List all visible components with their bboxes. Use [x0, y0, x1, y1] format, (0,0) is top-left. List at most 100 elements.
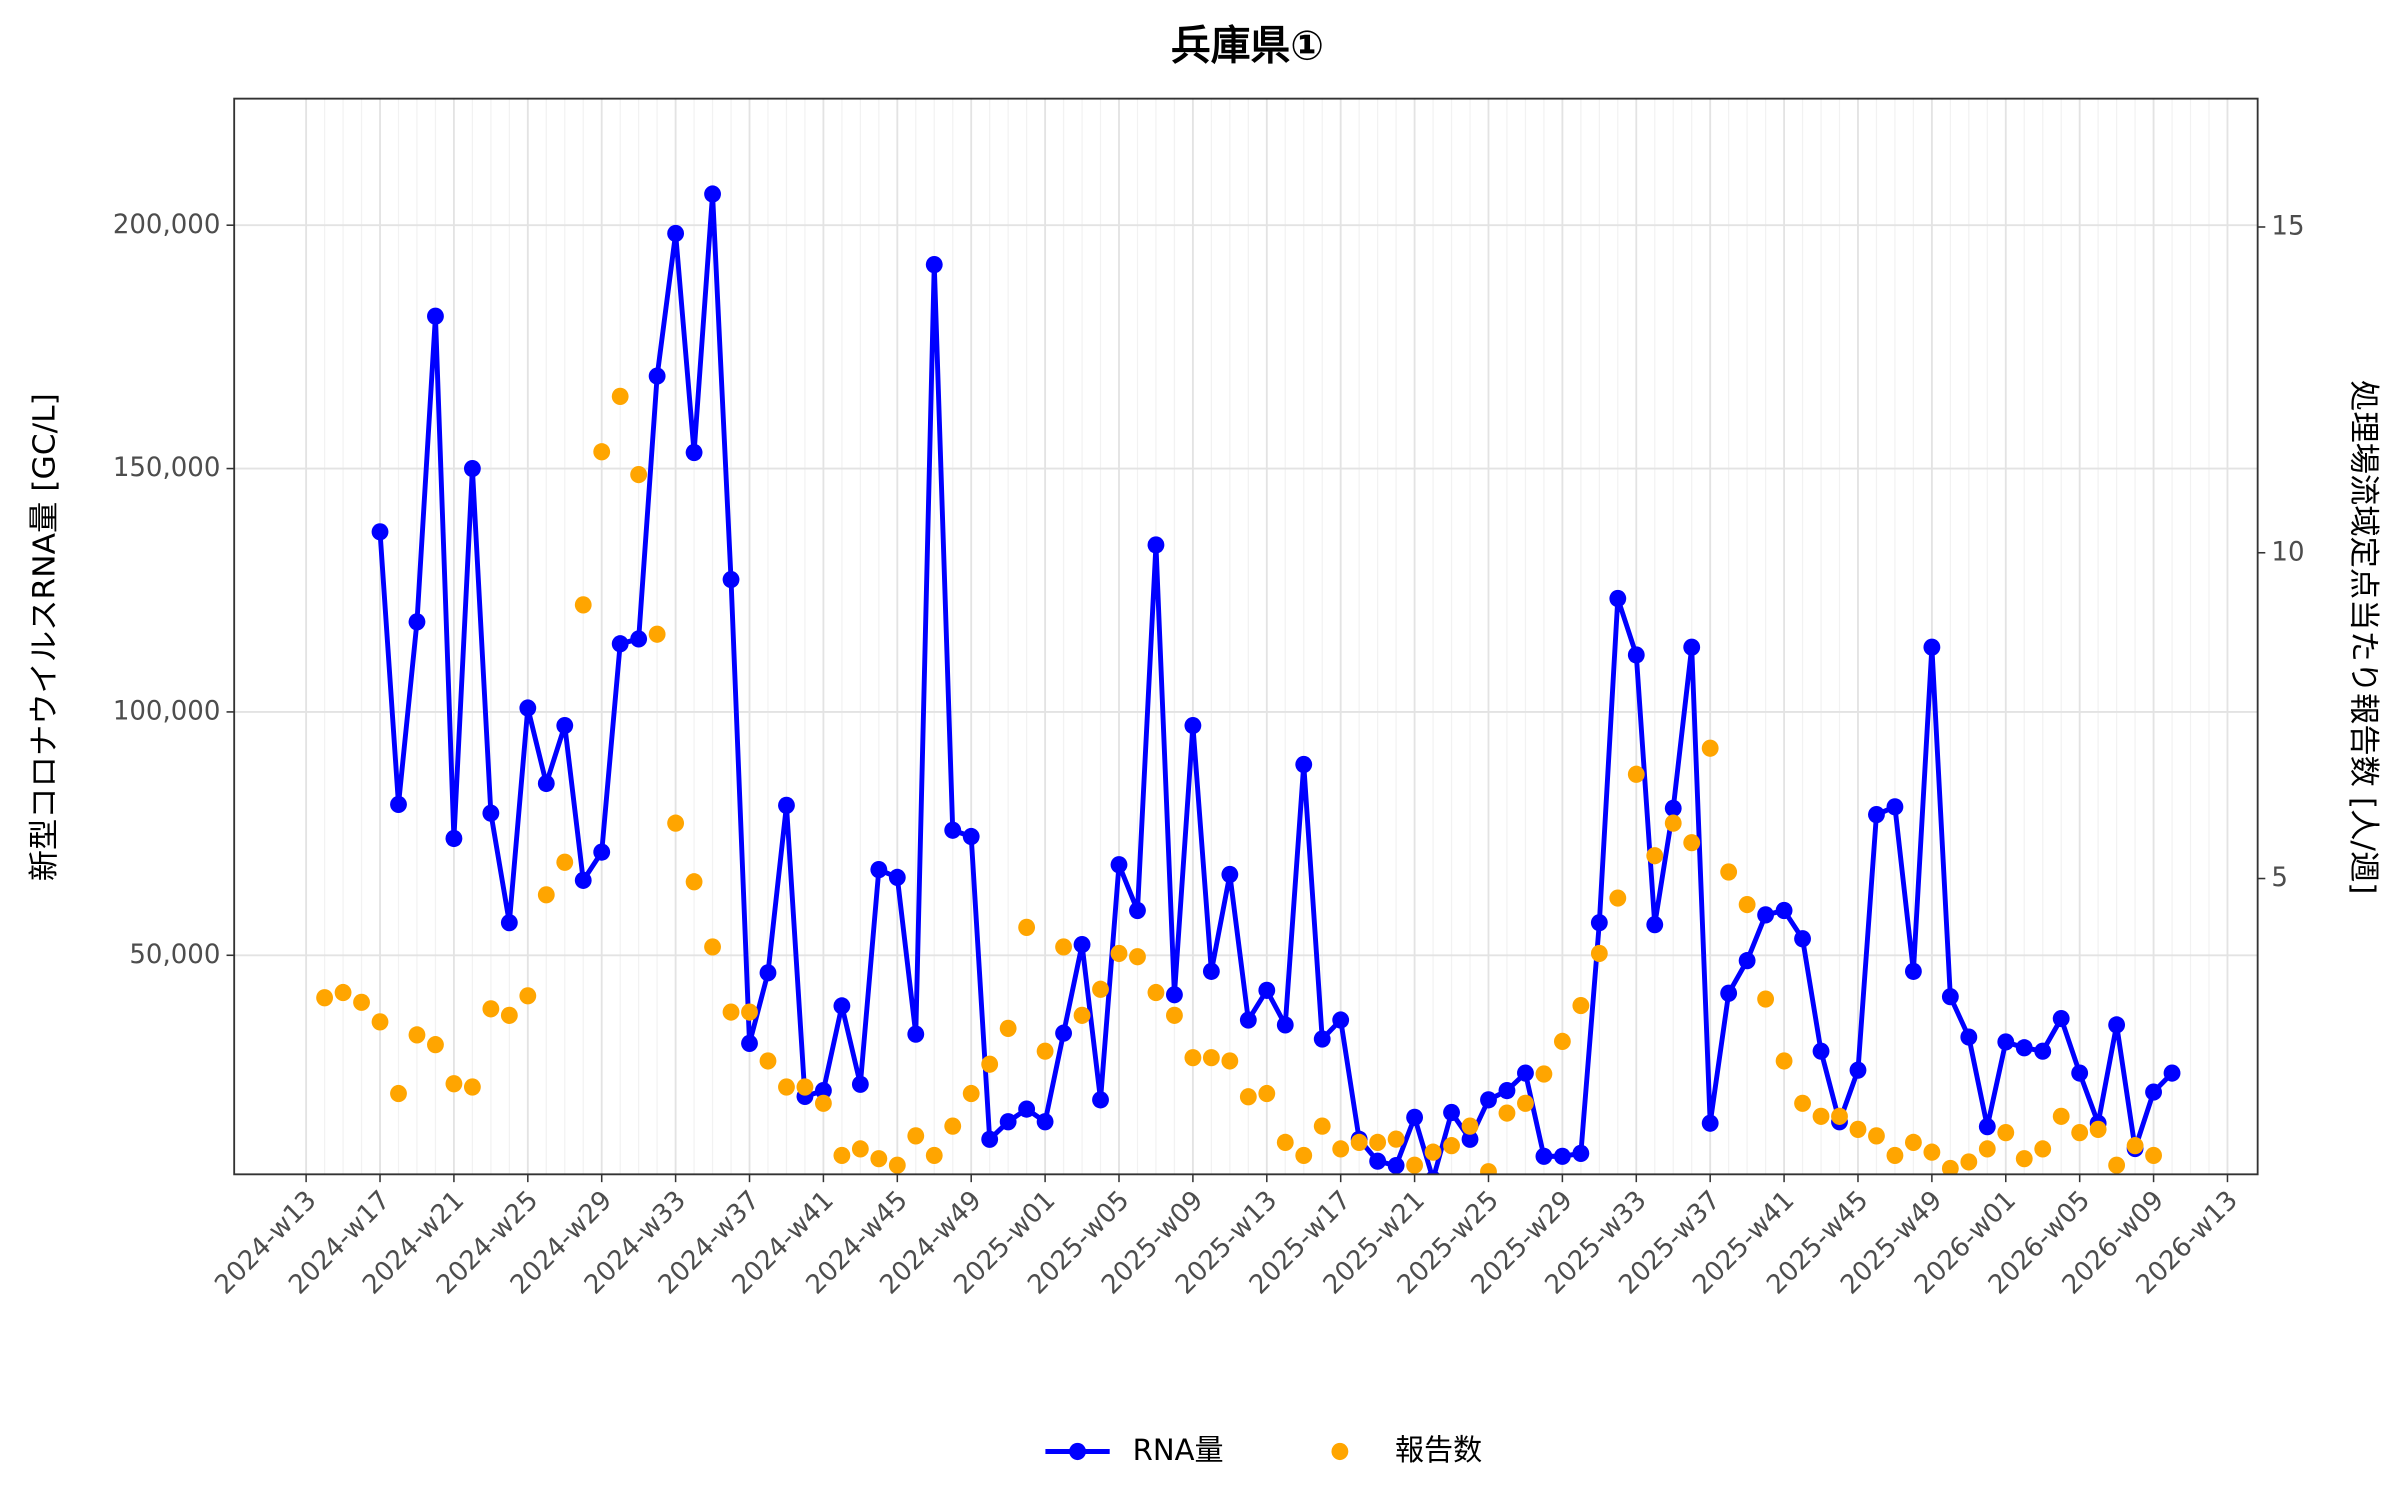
- data-point: [1941, 988, 1959, 1006]
- data-point: [408, 613, 426, 631]
- data-point: [537, 886, 555, 904]
- data-point: [1276, 1016, 1294, 1034]
- data-point: [593, 843, 611, 861]
- data-point: [2034, 1042, 2052, 1060]
- data-point: [648, 625, 666, 643]
- data-point: [1036, 1113, 1054, 1131]
- data-point: [759, 1052, 777, 1070]
- data-point: [1073, 1006, 1091, 1024]
- y-tick-label: 200,000: [113, 210, 221, 240]
- data-point: [1886, 1146, 1904, 1165]
- data-point: [1036, 1042, 1054, 1060]
- data-point: [907, 1025, 925, 1043]
- data-point: [1794, 930, 1811, 948]
- data-point: [611, 387, 629, 406]
- data-point: [833, 1146, 851, 1165]
- data-point: [2163, 1064, 2181, 1082]
- data-point: [1664, 814, 1682, 832]
- data-point: [1997, 1124, 2015, 1142]
- data-point: [574, 871, 592, 889]
- data-point: [1239, 1088, 1257, 1106]
- data-point: [1701, 739, 1719, 757]
- data-point: [1960, 1028, 1978, 1046]
- data-point: [2015, 1039, 2033, 1057]
- data-point: [1166, 1006, 1183, 1024]
- data-point: [1369, 1152, 1387, 1170]
- data-point: [1184, 716, 1202, 735]
- data-point: [390, 795, 407, 814]
- data-point: [556, 716, 574, 735]
- data-point: [1018, 918, 1036, 937]
- data-point: [667, 814, 685, 832]
- data-point: [944, 1117, 962, 1135]
- data-point: [1387, 1156, 1405, 1175]
- data-point: [1184, 1049, 1202, 1067]
- data-point: [1738, 952, 1756, 970]
- data-point: [2071, 1124, 2089, 1142]
- data-point: [814, 1094, 832, 1112]
- data-point: [574, 596, 592, 614]
- data-point: [1720, 984, 1738, 1002]
- data-point: [519, 699, 537, 717]
- data-point: [1757, 906, 1775, 924]
- data-point: [962, 1084, 980, 1103]
- data-point: [1720, 863, 1738, 881]
- data-point: [1443, 1137, 1460, 1155]
- data-point: [1258, 1084, 1276, 1103]
- data-point: [2015, 1150, 2033, 1168]
- data-point: [1572, 996, 1590, 1015]
- data-point: [925, 256, 943, 274]
- data-point: [1517, 1064, 1534, 1082]
- data-point: [722, 570, 740, 589]
- data-point: [1424, 1143, 1442, 1161]
- data-point: [981, 1055, 999, 1073]
- data-point: [2108, 1016, 2126, 1034]
- data-point: [851, 1075, 869, 1093]
- data-point: [2089, 1120, 2107, 1138]
- data-point: [1960, 1153, 1978, 1171]
- data-point: [814, 1081, 832, 1100]
- data-point: [500, 1006, 518, 1024]
- data-point: [1812, 1107, 1830, 1125]
- data-point: [2052, 1009, 2070, 1028]
- legend: RNA量 報告数: [1045, 1433, 1482, 1467]
- data-point: [2034, 1140, 2052, 1158]
- data-point: [1812, 1042, 1830, 1060]
- data-point: [556, 853, 574, 871]
- chart-title: 兵庫県①: [1171, 23, 1324, 70]
- data-point: [1295, 755, 1313, 774]
- y-tick-label: 50,000: [129, 940, 220, 970]
- data-point: [1553, 1147, 1571, 1165]
- data-point: [1738, 895, 1756, 914]
- data-point: [1572, 1144, 1590, 1163]
- y2-tick-label: 5: [2271, 863, 2288, 893]
- data-point: [1166, 986, 1183, 1004]
- plot-border: [233, 97, 2259, 1176]
- legend-marker: [1331, 1442, 1349, 1461]
- data-point: [944, 821, 962, 839]
- data-point: [1332, 1011, 1350, 1029]
- data-point: [888, 868, 906, 887]
- data-point: [1609, 889, 1627, 907]
- data-point: [1627, 765, 1645, 783]
- data-point: [1110, 944, 1128, 963]
- data-point: [1480, 1163, 1497, 1175]
- data-point: [1923, 638, 1941, 656]
- data-point: [1775, 1052, 1793, 1070]
- data-point: [1055, 938, 1072, 956]
- data-point: [1258, 981, 1276, 999]
- data-point: [1646, 916, 1664, 934]
- data-point: [1498, 1081, 1516, 1100]
- data-point: [1332, 1140, 1350, 1158]
- data-point: [759, 964, 777, 982]
- data-point: [1295, 1146, 1313, 1165]
- data-point: [1535, 1065, 1553, 1083]
- series-line: [377, 191, 2174, 1175]
- data-point: [427, 307, 444, 325]
- data-point: [1147, 536, 1165, 554]
- data-point: [463, 1078, 481, 1096]
- data-point: [334, 983, 352, 1002]
- data-point: [1092, 1091, 1109, 1109]
- data-point: [1590, 944, 1608, 963]
